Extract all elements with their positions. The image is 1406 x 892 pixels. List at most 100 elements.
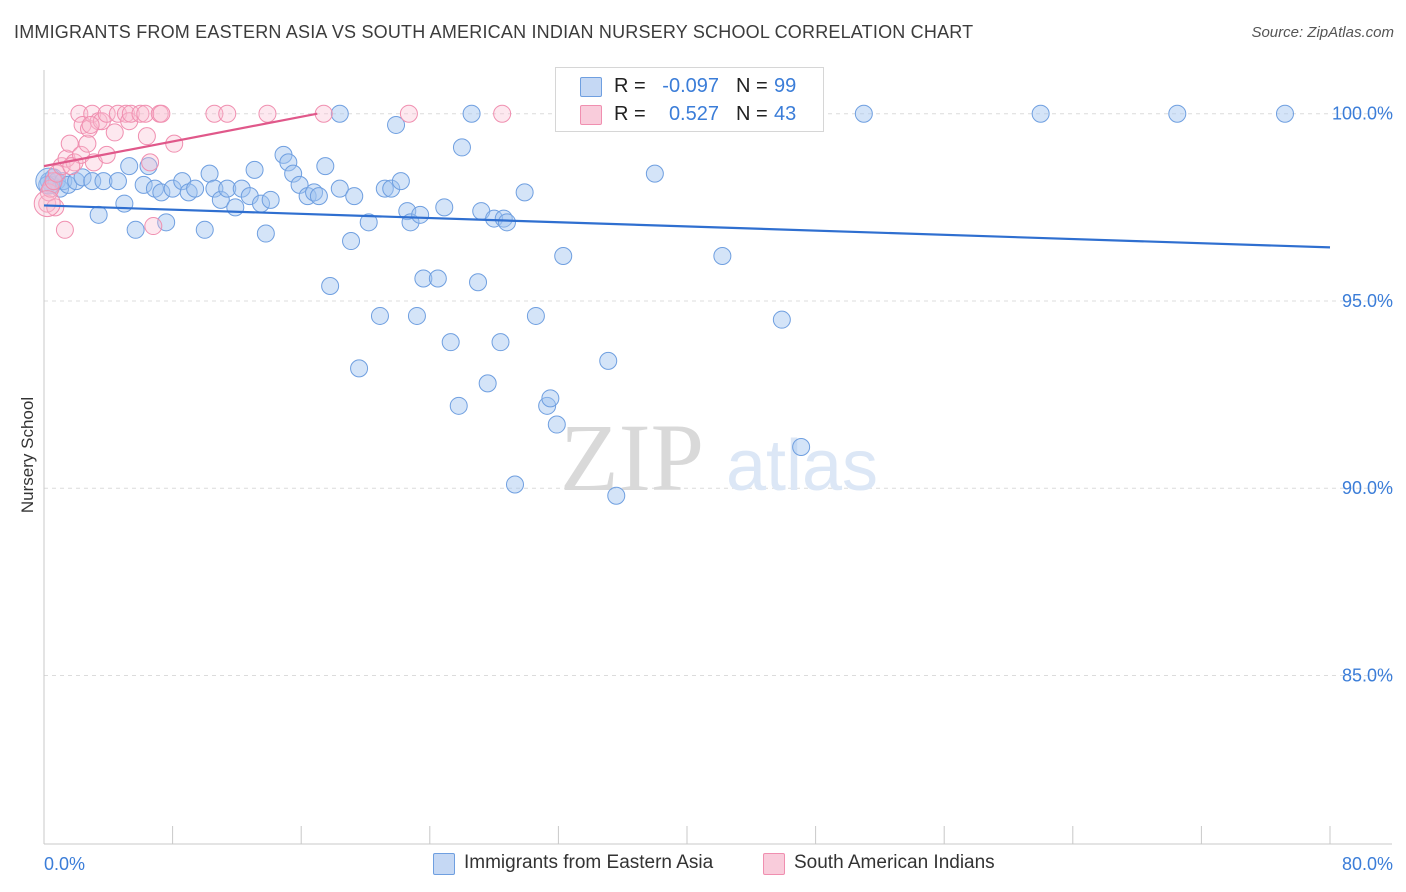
tick-labels: 100.0% 95.0% 90.0% 85.0% 0.0% 80.0%	[44, 104, 1393, 874]
trend-line-south-american-indians	[43, 112, 318, 168]
eastern-asia-point	[541, 389, 560, 408]
eastern-asia-point	[279, 153, 298, 172]
eastern-asia-point	[854, 104, 873, 123]
eastern-asia-point	[256, 224, 275, 243]
south-american-indians-point	[399, 104, 418, 123]
stats-r-value: 0.527	[668, 103, 719, 125]
eastern-asia-point	[1031, 104, 1050, 123]
series-eastern-asia-points	[35, 104, 1294, 505]
south-american-indians-point	[218, 104, 237, 123]
eastern-asia-point	[342, 232, 361, 251]
x-tick-label: 0.0%	[44, 854, 85, 874]
stats-swatch-pink	[580, 105, 602, 125]
eastern-asia-point	[108, 172, 127, 191]
eastern-asia-point	[452, 138, 471, 157]
eastern-asia-point	[261, 190, 280, 209]
eastern-asia-point	[152, 183, 171, 202]
series-south-american-indians-points	[33, 104, 512, 239]
eastern-asia-point	[211, 190, 230, 209]
eastern-asia-point	[200, 164, 219, 183]
watermark-atlas: atlas	[726, 426, 878, 506]
eastern-asia-point	[370, 306, 389, 325]
eastern-asia-point	[245, 160, 264, 179]
legend-label: Immigrants from Eastern Asia	[464, 852, 714, 873]
eastern-asia-point	[387, 115, 406, 134]
legend-label: South American Indians	[794, 852, 995, 873]
legend-swatch-pink	[763, 853, 785, 875]
y-tick-label: 90.0%	[1342, 478, 1393, 498]
stats-n-label: N =	[736, 103, 768, 125]
south-american-indians-point	[105, 123, 124, 142]
eastern-asia-point	[497, 213, 516, 232]
eastern-asia-point	[407, 306, 426, 325]
eastern-asia-point	[73, 168, 92, 187]
south-american-indians-point	[144, 217, 163, 236]
south-american-indians-point	[70, 104, 89, 123]
eastern-asia-point	[1275, 104, 1294, 123]
eastern-asia-point	[526, 306, 545, 325]
south-american-indians-point	[33, 190, 61, 218]
eastern-asia-point	[792, 438, 811, 457]
eastern-asia-point	[469, 273, 488, 292]
south-american-indians-point	[60, 134, 79, 153]
eastern-asia-point	[391, 172, 410, 191]
eastern-asia-point	[115, 194, 134, 213]
south-american-indians-point	[83, 104, 102, 123]
y-tick-label: 100.0%	[1332, 104, 1393, 124]
stats-n-value: 99	[774, 75, 797, 97]
south-american-indians-point	[493, 104, 512, 123]
stats-box: R = -0.097 N = 99 R = 0.527 N = 43	[555, 67, 824, 132]
eastern-asia-point	[126, 220, 145, 239]
stats-row-eastern-asia: R = -0.097 N = 99	[556, 71, 823, 101]
eastern-asia-point	[435, 198, 454, 217]
trend-line-eastern-asia	[43, 204, 1331, 249]
south-american-indians-point	[152, 104, 171, 123]
trend-lines	[43, 112, 1331, 249]
y-tick-label: 95.0%	[1342, 291, 1393, 311]
eastern-asia-point	[599, 351, 618, 370]
eastern-asia-point	[218, 179, 237, 198]
stats-n-value: 43	[774, 103, 797, 125]
south-american-indians-point	[120, 112, 139, 131]
eastern-asia-point	[411, 205, 430, 224]
eastern-asia-point	[772, 310, 791, 329]
eastern-asia-point	[462, 104, 481, 123]
south-american-indians-point	[137, 127, 156, 146]
south-american-indians-point	[131, 104, 150, 123]
south-american-indians-point	[81, 115, 100, 134]
eastern-asia-point	[226, 198, 245, 217]
chart-title: IMMIGRANTS FROM EASTERN ASIA VS SOUTH AM…	[14, 22, 974, 42]
eastern-asia-point	[330, 104, 349, 123]
eastern-asia-point	[713, 247, 732, 266]
stats-r-value: -0.097	[662, 75, 719, 97]
eastern-asia-point	[428, 269, 447, 288]
eastern-asia-point	[321, 276, 340, 295]
eastern-asia-point	[382, 179, 401, 198]
eastern-asia-point	[547, 415, 566, 434]
legend: Immigrants from Eastern Asia South Ameri…	[0, 851, 1406, 877]
eastern-asia-point	[1168, 104, 1187, 123]
eastern-asia-point	[205, 179, 224, 198]
eastern-asia-point	[330, 179, 349, 198]
eastern-asia-point	[359, 213, 378, 232]
eastern-asia-point	[491, 333, 510, 352]
x-tick-label: 80.0%	[1342, 854, 1393, 874]
eastern-asia-point	[89, 205, 108, 224]
eastern-asia-point	[186, 179, 205, 198]
eastern-asia-point	[120, 157, 139, 176]
eastern-asia-point	[645, 164, 664, 183]
south-american-indians-point	[141, 153, 160, 172]
axes	[43, 70, 1392, 845]
eastern-asia-point	[240, 187, 259, 206]
eastern-asia-point	[414, 269, 433, 288]
south-american-indians-point	[46, 198, 65, 217]
eastern-asia-point	[195, 220, 214, 239]
eastern-asia-point	[94, 172, 113, 191]
eastern-asia-point	[309, 187, 328, 206]
stats-swatch-blue	[580, 77, 602, 97]
south-american-indians-point	[55, 220, 74, 239]
south-american-indians-point	[165, 134, 184, 153]
south-american-indians-point	[314, 104, 333, 123]
south-american-indians-point	[258, 104, 277, 123]
